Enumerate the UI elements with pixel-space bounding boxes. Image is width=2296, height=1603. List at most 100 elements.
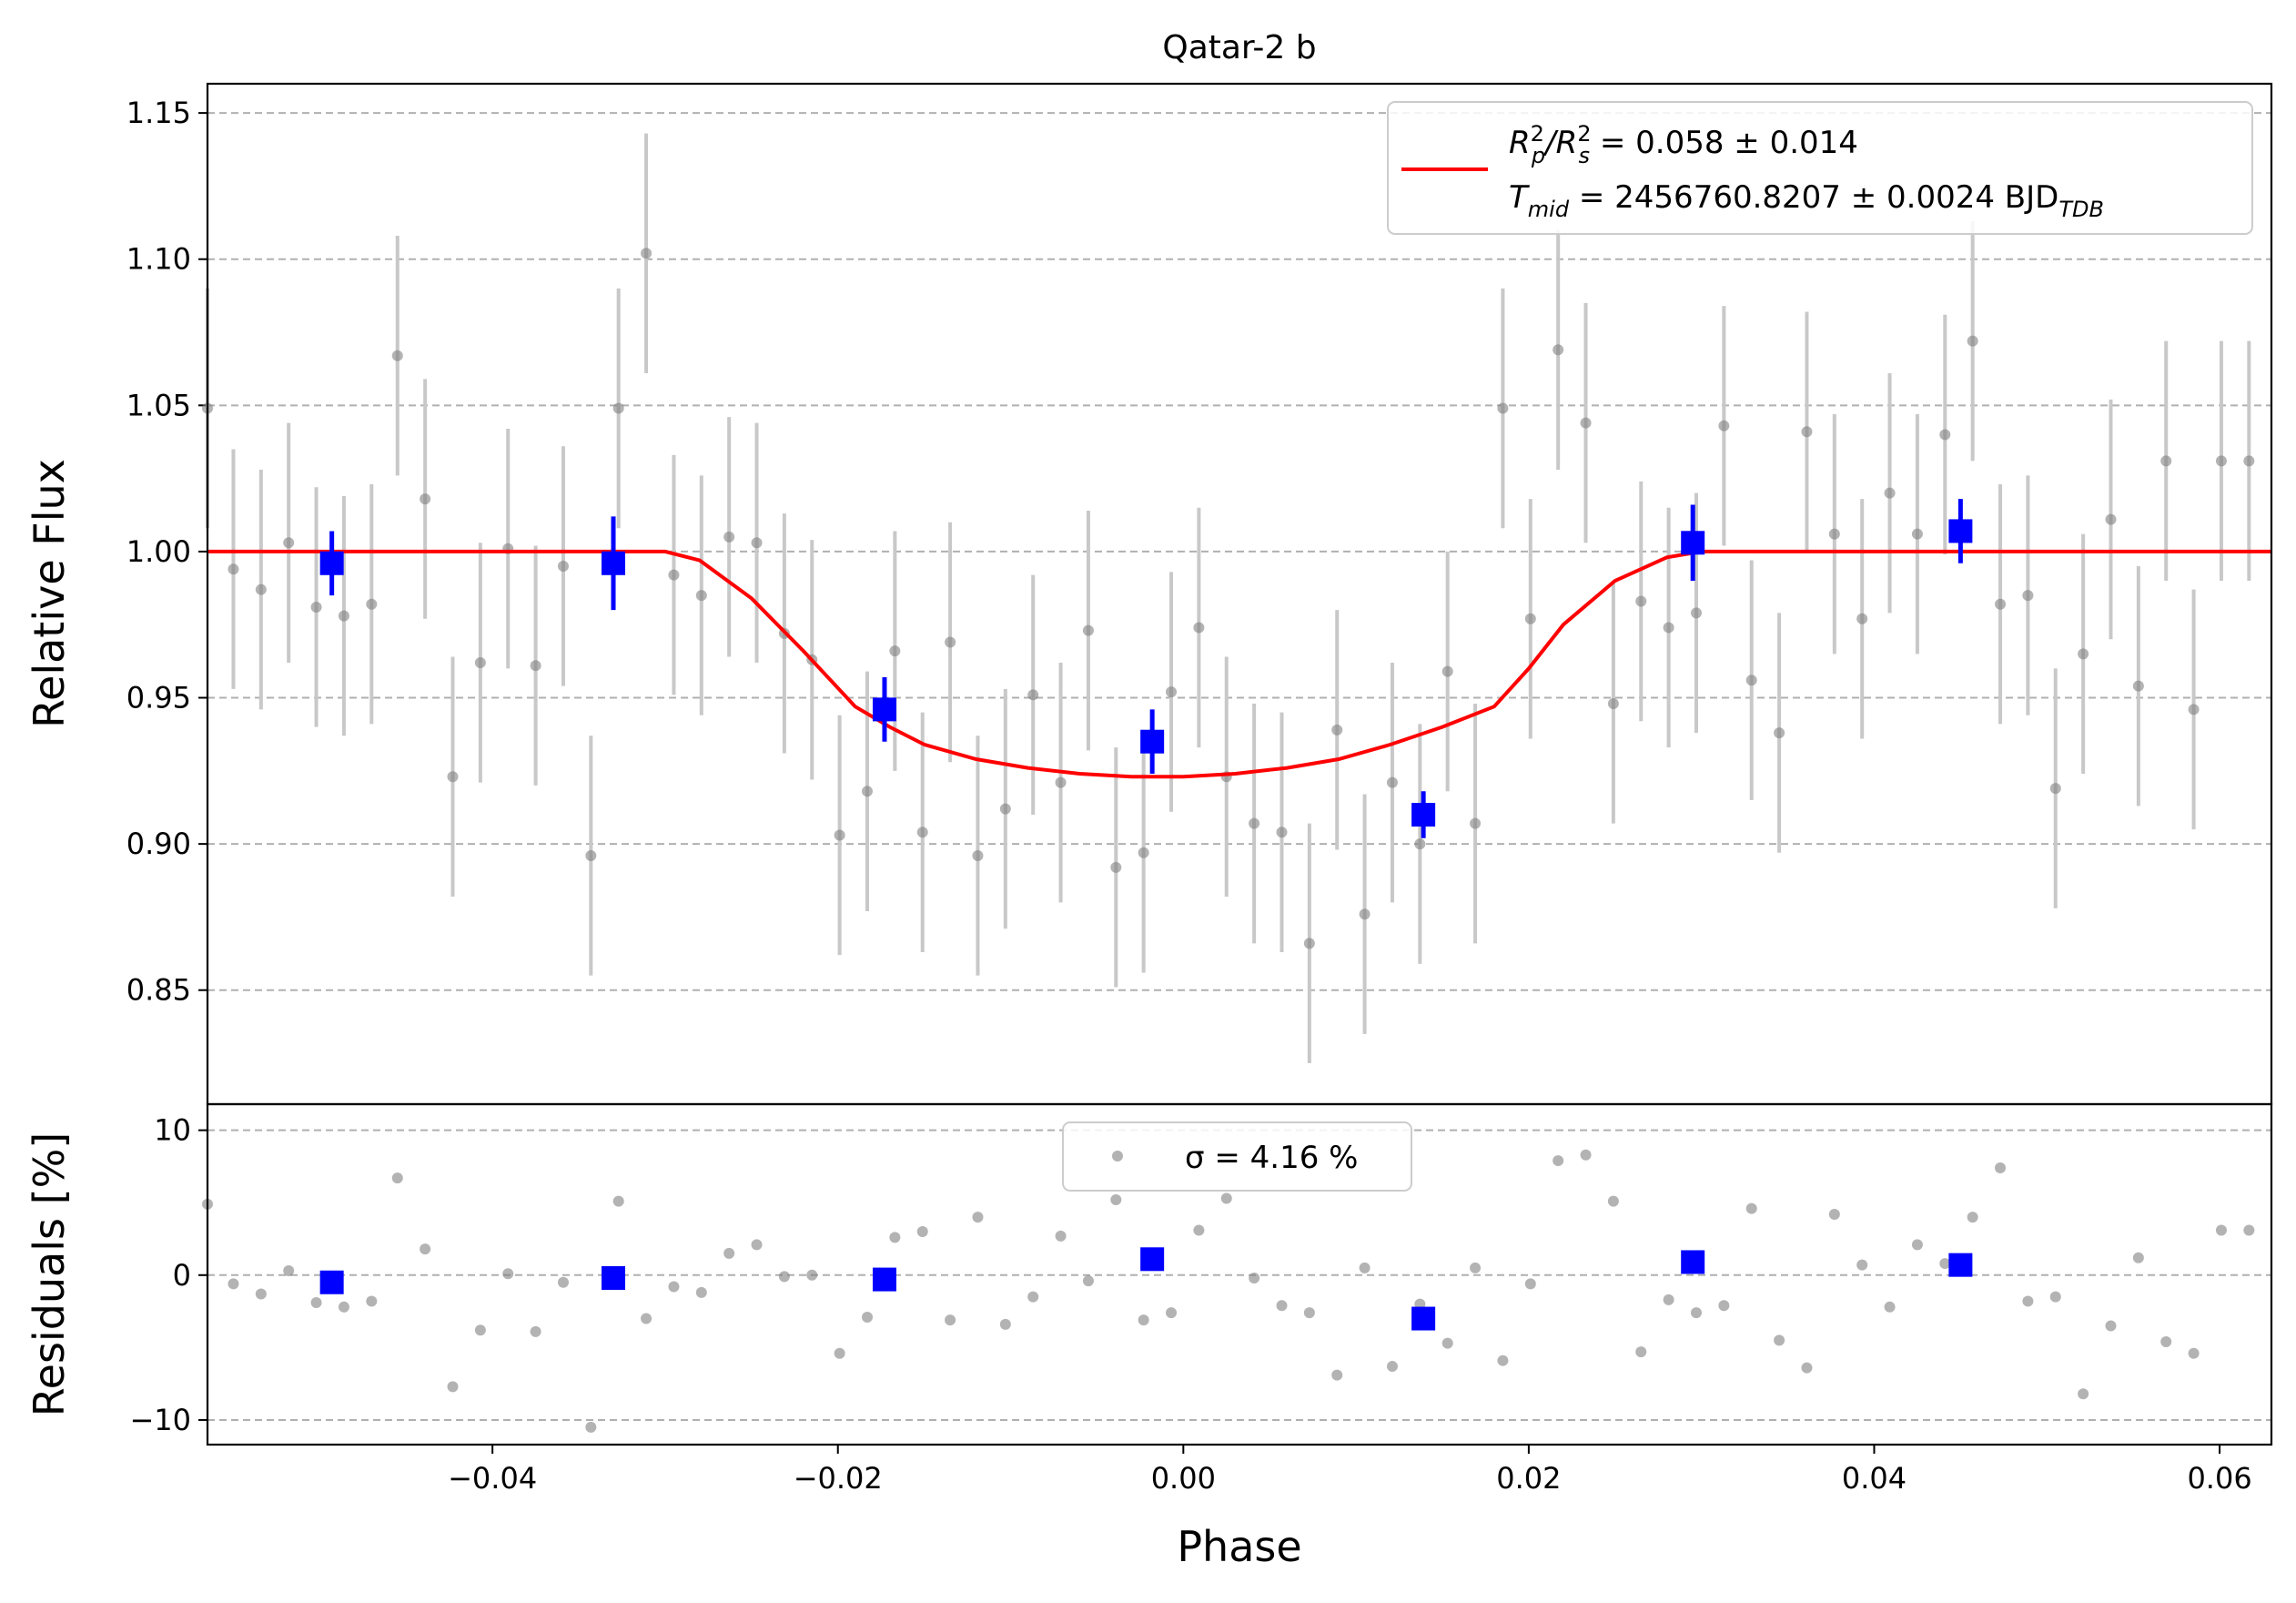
- residual-data-point: [2105, 1320, 2117, 1332]
- residuals-y-tick-label: −10: [129, 1403, 191, 1437]
- flux-data-point: [1856, 613, 1868, 624]
- residual-data-point: [1884, 1301, 1896, 1313]
- flux-data-point: [1386, 776, 1398, 788]
- residual-binned-point: [602, 1265, 626, 1290]
- residual-data-point: [723, 1247, 735, 1259]
- flux-data-point: [1663, 622, 1674, 634]
- flux-data-point: [2243, 455, 2255, 467]
- flux-data-point: [1884, 487, 1896, 499]
- flux-data-point: [1138, 847, 1149, 858]
- flux-data-point: [1055, 776, 1067, 788]
- residual-data-point: [2215, 1224, 2227, 1236]
- flux-data-point: [1911, 528, 1923, 540]
- legend-tmid-sub: mid: [1528, 197, 1570, 222]
- phase-x-tick-label: 0.02: [1496, 1461, 1561, 1496]
- flux-data-point: [1276, 827, 1288, 838]
- residual-data-point: [1359, 1262, 1371, 1273]
- flux-data-point: [283, 537, 295, 549]
- flux-error-bars: [206, 133, 2251, 1064]
- residuals-legend-box: [1062, 1121, 1412, 1192]
- residual-data-point: [641, 1313, 652, 1324]
- flux-data-point: [916, 827, 928, 838]
- flux-data-point: [310, 601, 322, 613]
- residual-data-point: [391, 1172, 403, 1184]
- transit-model-curve: [207, 549, 2271, 779]
- flux-data-point: [366, 598, 378, 610]
- flux-data-point: [1635, 595, 1647, 607]
- residual-data-point: [447, 1381, 459, 1393]
- residual-data-point: [1663, 1294, 1674, 1305]
- residual-data-point: [1220, 1192, 1232, 1204]
- flux-data-point: [695, 590, 707, 602]
- residual-data-point: [255, 1288, 267, 1300]
- residual-data-point: [585, 1421, 597, 1433]
- flux-y-axis-title: Relative Flux: [25, 459, 74, 728]
- residual-data-point: [1470, 1262, 1482, 1273]
- residual-data-point: [2243, 1224, 2255, 1236]
- flux-y-ticks: 0.85 0.90 0.95 1.00 1.05 1.10 1.15: [126, 96, 207, 1008]
- flux-data-point: [1331, 724, 1343, 736]
- flux-data-point: [1553, 344, 1564, 356]
- legend-depth-sup2: 2: [1577, 121, 1591, 147]
- residual-data-point: [2022, 1295, 2034, 1307]
- flux-data-point: [834, 829, 845, 841]
- flux-data-point: [1497, 402, 1509, 414]
- flux-data-point: [1580, 417, 1592, 429]
- legend-tmid-value-sub: TDB: [2058, 197, 2104, 222]
- residual-data-point: [668, 1281, 680, 1293]
- flux-data-point: [447, 771, 459, 783]
- flux-panel: 0.85 0.90 0.95 1.00 1.05 1.10 1.15 Qatar-2 b R…: [25, 29, 2273, 1106]
- residual-binned-point: [1140, 1247, 1165, 1272]
- flux-data-point: [1193, 622, 1205, 634]
- phase-x-ticks: −0.04 −0.02 0.00 0.02 0.04 0.06: [448, 1445, 2252, 1496]
- flux-data-point: [723, 531, 735, 543]
- flux-data-point: [1774, 727, 1785, 739]
- flux-binned-point: [1948, 519, 1973, 543]
- residual-data-point: [1193, 1224, 1205, 1236]
- chart-title: Qatar-2 b: [1162, 29, 1316, 66]
- legend-entry-tmid: Tmid = 2456760.8207 ± 0.0024 BJDTDB: [1509, 179, 2104, 222]
- residuals-binned-points: [319, 1247, 1973, 1331]
- legend-depth-sep: /R: [1542, 125, 1577, 161]
- flux-data-point: [530, 660, 541, 672]
- flux-data-point: [1524, 613, 1536, 624]
- residual-data-point: [1690, 1307, 1702, 1319]
- residual-data-point: [778, 1271, 790, 1283]
- residual-data-point: [972, 1212, 984, 1223]
- flux-data-point: [1082, 624, 1094, 636]
- legend-depth-sub1: p: [1531, 143, 1545, 168]
- flux-y-tick-label: 1.10: [126, 242, 191, 277]
- flux-data-point: [1414, 838, 1426, 850]
- residual-data-point: [1774, 1334, 1785, 1346]
- legend-tmid-value: = 2456760.8207 ± 0.0024 BJD: [1569, 179, 2058, 216]
- flux-y-tick-label: 0.95: [126, 681, 191, 715]
- flux-data-point: [474, 656, 486, 668]
- phase-x-tick-label: −0.04: [448, 1461, 537, 1496]
- flux-data-point: [1359, 908, 1371, 920]
- phase-x-tick-label: 0.04: [1842, 1461, 1907, 1496]
- residual-data-point: [2160, 1336, 2172, 1348]
- residual-data-point: [1911, 1239, 1923, 1251]
- flux-data-point: [668, 569, 680, 581]
- flux-binned-points: [319, 519, 1973, 827]
- legend-residual-swatch: [1112, 1151, 1123, 1162]
- phase-x-axis-title: Phase: [1177, 1522, 1301, 1571]
- flux-data-point: [420, 493, 431, 505]
- residual-binned-point: [1681, 1250, 1705, 1274]
- flux-data-point: [1249, 817, 1260, 829]
- residual-data-point: [751, 1239, 763, 1251]
- residual-data-point: [1027, 1291, 1039, 1303]
- residual-data-point: [1828, 1208, 1840, 1220]
- flux-y-tick-label: 0.85: [126, 973, 191, 1008]
- flux-data-point: [2132, 680, 2144, 692]
- flux-data-point: [1995, 598, 2007, 610]
- residual-data-point: [806, 1269, 818, 1281]
- flux-data-point: [889, 645, 901, 657]
- flux-data-point: [1745, 675, 1757, 686]
- flux-data-point: [1828, 528, 1840, 540]
- legend-depth-sup1: 2: [1531, 121, 1544, 147]
- flux-data-point: [1718, 420, 1730, 431]
- flux-data-point: [2022, 590, 2034, 602]
